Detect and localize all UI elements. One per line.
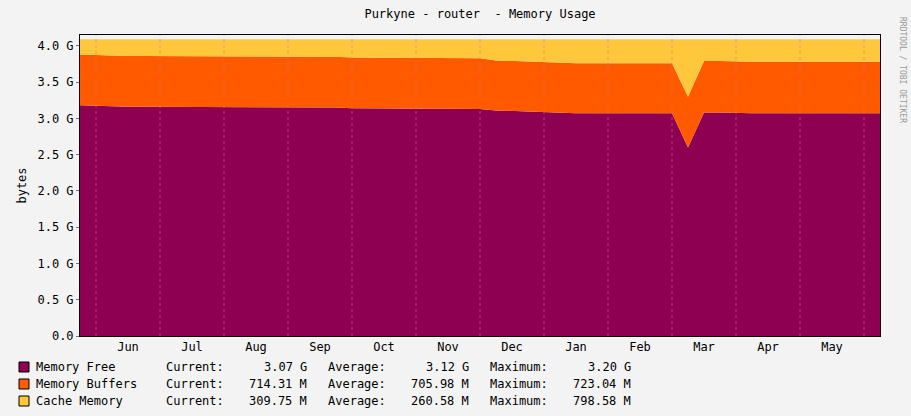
svg-text:Maximum:: Maximum: [490,377,548,391]
svg-text:bytes: bytes [15,167,29,203]
svg-text:Apr: Apr [757,340,779,354]
svg-text:RRDTOOL / TOBI OETIKER: RRDTOOL / TOBI OETIKER [898,17,907,123]
svg-text:798.58 M: 798.58 M [573,394,631,408]
svg-text:3.5 G: 3.5 G [37,75,73,89]
svg-text:Memory Free: Memory Free [36,360,115,374]
svg-text:2.0 G: 2.0 G [37,184,73,198]
svg-text:Jan: Jan [565,340,587,354]
svg-text:May: May [821,340,843,354]
svg-text:Jun: Jun [117,340,139,354]
svg-text:Memory Buffers: Memory Buffers [36,377,137,391]
svg-text:1.0 G: 1.0 G [37,257,73,271]
svg-text:Current:: Current: [166,360,224,374]
svg-text:Mar: Mar [693,340,715,354]
svg-text:Feb: Feb [629,340,651,354]
svg-text:Cache Memory: Cache Memory [36,394,123,408]
svg-text:Maximum:: Maximum: [490,394,548,408]
svg-text:309.75 M: 309.75 M [249,394,307,408]
svg-text:Average:: Average: [328,394,386,408]
svg-text:Oct: Oct [373,340,395,354]
svg-text:Maximum:: Maximum: [490,360,548,374]
svg-text:Current:: Current: [166,394,224,408]
svg-text:714.31 M: 714.31 M [249,377,307,391]
svg-text:3.07 G: 3.07 G [264,360,307,374]
svg-text:0.0: 0.0 [52,329,74,343]
svg-text:3.0 G: 3.0 G [37,112,73,126]
svg-text:Purkyne - router - Memory Usa: Purkyne - router - Memory Usage [364,7,595,21]
svg-text:Average:: Average: [328,377,386,391]
svg-text:260.58 M: 260.58 M [411,394,469,408]
svg-text:723.04 M: 723.04 M [573,377,631,391]
svg-text:2.5 G: 2.5 G [37,148,73,162]
svg-text:3.20 G: 3.20 G [588,360,631,374]
svg-text:705.98 M: 705.98 M [411,377,469,391]
svg-text:Jul: Jul [181,340,203,354]
svg-text:Aug: Aug [245,340,267,354]
svg-text:Average:: Average: [328,360,386,374]
svg-text:Nov: Nov [437,340,459,354]
svg-text:Dec: Dec [501,340,523,354]
svg-text:0.5 G: 0.5 G [37,293,73,307]
svg-text:3.12 G: 3.12 G [426,360,469,374]
svg-text:4.0 G: 4.0 G [37,39,73,53]
svg-text:Current:: Current: [166,377,224,391]
svg-text:Sep: Sep [309,340,331,354]
svg-text:1.5 G: 1.5 G [37,220,73,234]
